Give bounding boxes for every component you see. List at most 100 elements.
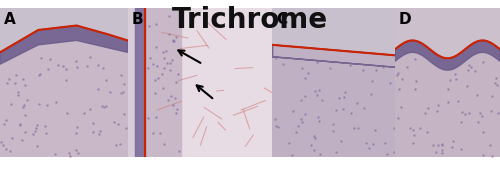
Point: [112, 144, 120, 147]
Point: [486, 143, 494, 146]
Polygon shape: [395, 40, 500, 70]
Point: [285, 142, 293, 145]
Point: [332, 150, 340, 153]
Point: [170, 38, 177, 41]
Point: [96, 130, 104, 133]
Point: [410, 88, 418, 91]
Point: [335, 97, 343, 100]
Point: [410, 133, 418, 136]
Point: [72, 149, 80, 152]
Point: [4, 81, 12, 84]
Point: [36, 72, 44, 75]
Point: [22, 131, 30, 134]
Point: [429, 143, 437, 146]
Point: [169, 39, 177, 42]
Point: [8, 103, 16, 106]
Point: [52, 100, 60, 104]
Point: [412, 80, 420, 83]
Point: [6, 150, 14, 153]
Point: [416, 126, 424, 129]
Point: [20, 103, 28, 106]
Point: [316, 153, 324, 156]
Point: [394, 117, 402, 120]
Point: [80, 112, 88, 115]
Point: [166, 68, 174, 71]
Point: [44, 68, 52, 71]
Point: [280, 62, 287, 65]
Point: [478, 61, 486, 64]
Point: [86, 55, 94, 58]
Point: [348, 112, 356, 115]
Point: [465, 111, 473, 114]
Polygon shape: [395, 40, 500, 157]
Point: [120, 113, 128, 116]
Point: [346, 63, 354, 66]
Point: [62, 68, 70, 71]
Point: [89, 131, 97, 134]
Point: [166, 61, 174, 64]
Polygon shape: [272, 45, 395, 157]
Point: [444, 88, 452, 91]
Point: [0, 123, 8, 126]
Point: [381, 141, 389, 144]
Point: [94, 63, 102, 66]
Point: [311, 89, 319, 92]
Point: [22, 113, 30, 117]
Text: Trichrome: Trichrome: [172, 6, 328, 34]
Point: [406, 126, 414, 129]
Point: [152, 46, 160, 49]
Point: [372, 68, 380, 71]
Point: [35, 74, 43, 77]
Point: [314, 94, 322, 97]
Point: [172, 112, 179, 115]
Point: [329, 129, 337, 133]
Point: [54, 63, 62, 66]
Point: [394, 72, 402, 75]
Point: [478, 114, 486, 117]
Point: [369, 143, 377, 146]
Point: [33, 123, 41, 126]
Point: [488, 94, 496, 97]
Point: [72, 65, 80, 68]
Point: [170, 96, 178, 99]
Bar: [135, 8, 145, 157]
Point: [168, 94, 175, 97]
Point: [438, 151, 446, 154]
Point: [368, 93, 376, 96]
Point: [146, 56, 154, 59]
Point: [160, 66, 168, 69]
Text: B: B: [132, 12, 143, 27]
Point: [83, 65, 91, 68]
Point: [65, 151, 73, 154]
Point: [314, 116, 322, 119]
Point: [72, 132, 80, 135]
Point: [311, 137, 319, 140]
Point: [458, 111, 466, 114]
Point: [152, 115, 160, 118]
Point: [94, 87, 102, 90]
Point: [390, 126, 398, 129]
Point: [456, 147, 464, 150]
Point: [318, 98, 326, 101]
Point: [35, 102, 43, 105]
Point: [165, 14, 173, 17]
Point: [151, 79, 159, 82]
Point: [492, 76, 500, 79]
Point: [172, 80, 180, 83]
Point: [172, 35, 180, 38]
Point: [116, 143, 124, 146]
Point: [122, 127, 130, 130]
Point: [14, 91, 22, 94]
Point: [301, 77, 309, 80]
Point: [313, 61, 321, 64]
Point: [314, 120, 322, 123]
Point: [168, 59, 176, 62]
Point: [452, 77, 460, 80]
Point: [364, 146, 372, 149]
Point: [491, 82, 499, 85]
Point: [159, 50, 167, 53]
Point: [354, 126, 362, 129]
Point: [18, 139, 25, 142]
Point: [288, 154, 296, 157]
Point: [100, 105, 108, 108]
